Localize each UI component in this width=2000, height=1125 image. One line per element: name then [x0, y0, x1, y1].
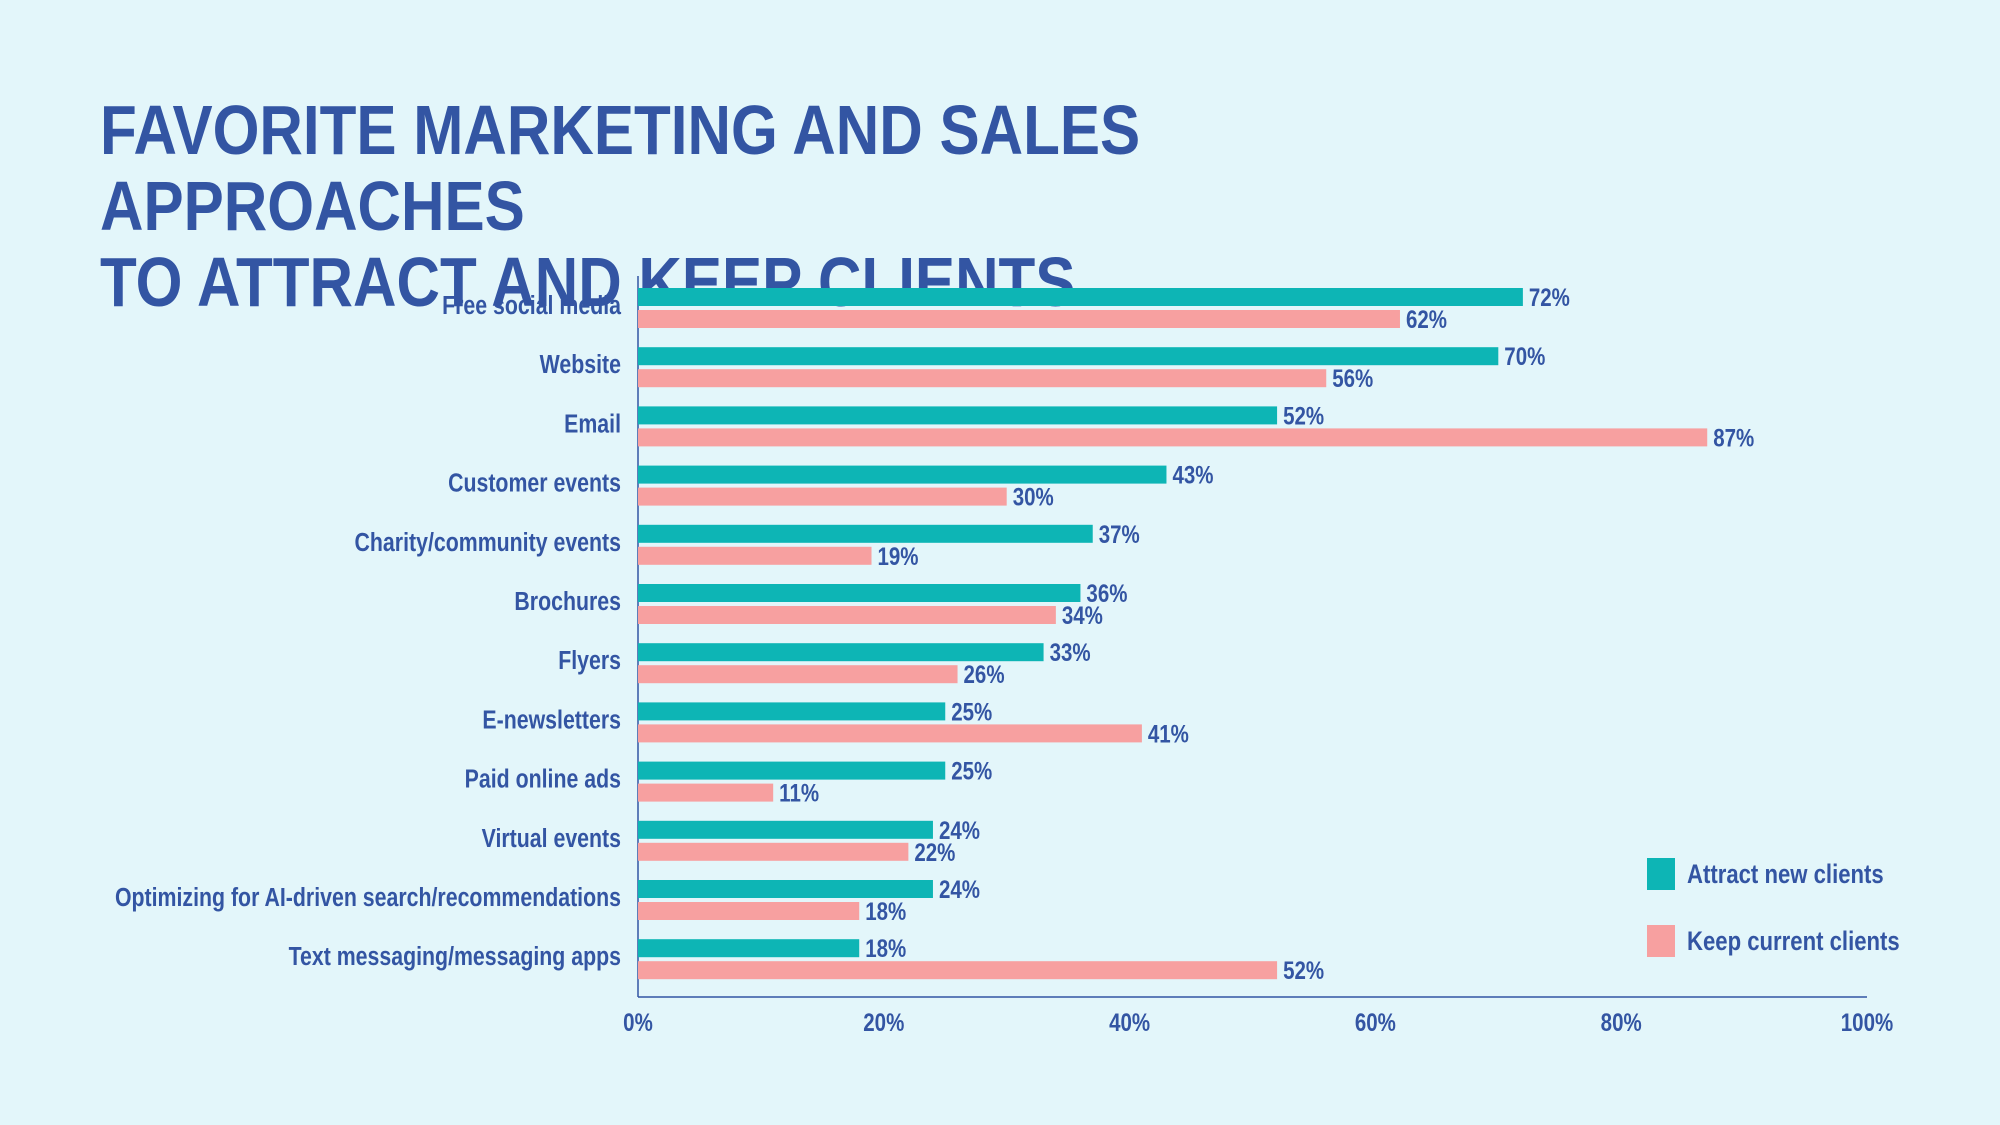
value-label: 25%: [951, 697, 992, 725]
x-tick-label: 80%: [1601, 1008, 1642, 1036]
bar-attract-new-clients: [638, 465, 1167, 484]
x-tick-label: 20%: [863, 1008, 904, 1036]
value-label: 43%: [1172, 461, 1213, 489]
bar-keep-current-clients: [638, 724, 1142, 743]
bar-attract-new-clients: [638, 820, 933, 839]
value-label: 87%: [1713, 423, 1754, 451]
value-label: 24%: [939, 875, 980, 903]
legend-label: Attract new clients: [1687, 860, 1884, 890]
bar-attract-new-clients: [638, 761, 946, 780]
bar-attract-new-clients: [638, 524, 1093, 543]
bar-attract-new-clients: [638, 643, 1044, 662]
category-label: Free social media: [442, 291, 622, 321]
bar-attract-new-clients: [638, 288, 1523, 306]
category-label: E-newsletters: [482, 705, 621, 735]
value-label: 56%: [1332, 364, 1373, 392]
bar-keep-current-clients: [638, 546, 872, 565]
category-label: Customer events: [448, 469, 621, 499]
x-tick-label: 0%: [623, 1008, 653, 1036]
x-tick-label: 100%: [1841, 1008, 1893, 1036]
bar-attract-new-clients: [638, 347, 1499, 366]
category-label: Virtual events: [482, 824, 621, 854]
bar-attract-new-clients: [638, 584, 1081, 602]
bar-attract-new-clients: [638, 880, 933, 898]
bar-keep-current-clients: [638, 487, 1007, 506]
value-label: 70%: [1504, 342, 1545, 370]
value-label: 34%: [1062, 601, 1103, 629]
value-label: 25%: [951, 757, 992, 785]
value-label: 18%: [865, 897, 906, 925]
x-tick-label: 40%: [1109, 1008, 1150, 1036]
value-label: 62%: [1406, 305, 1447, 333]
category-label: Email: [564, 409, 621, 439]
legend-label: Keep current clients: [1687, 927, 1900, 957]
bar-attract-new-clients: [638, 702, 946, 721]
value-label: 37%: [1099, 520, 1140, 548]
category-label: Optimizing for AI-driven search/recommen…: [115, 883, 621, 913]
x-tick-label: 60%: [1355, 1008, 1396, 1036]
bar-keep-current-clients: [638, 606, 1056, 624]
category-label: Paid online ads: [465, 765, 621, 795]
value-label: 18%: [865, 934, 906, 962]
value-label: 52%: [1283, 401, 1324, 429]
value-label: 72%: [1529, 283, 1570, 311]
bar-keep-current-clients: [638, 665, 958, 684]
bar-keep-current-clients: [638, 902, 860, 920]
category-label: Website: [540, 350, 621, 380]
value-label: 11%: [779, 779, 819, 807]
bar-keep-current-clients: [638, 783, 774, 802]
value-label: 36%: [1086, 579, 1127, 607]
category-label: Charity/community events: [355, 528, 621, 558]
bar-keep-current-clients: [638, 428, 1708, 447]
value-label: 41%: [1148, 719, 1189, 747]
bar-keep-current-clients: [638, 842, 909, 861]
category-label: Text messaging/messaging apps: [289, 942, 621, 972]
value-label: 30%: [1013, 483, 1054, 511]
value-label: 26%: [964, 660, 1005, 688]
value-label: 24%: [939, 816, 980, 844]
bar-keep-current-clients: [638, 961, 1278, 980]
chart-title-line-1: FAVORITE MARKETING AND SALES APPROACHES: [100, 91, 1141, 245]
category-label: Brochures: [514, 587, 621, 617]
chart-title-line-2: TO ATTRACT AND KEEP CLIENTS: [100, 243, 1076, 321]
legend-swatch-keep: [1647, 925, 1675, 957]
legend-swatch-attract: [1647, 858, 1675, 890]
category-label: Flyers: [558, 646, 621, 676]
value-label: 19%: [878, 542, 919, 570]
value-label: 22%: [914, 838, 955, 866]
bar-keep-current-clients: [638, 369, 1327, 388]
bar-keep-current-clients: [638, 310, 1400, 328]
value-label: 52%: [1283, 956, 1324, 984]
value-label: 33%: [1050, 638, 1091, 666]
bar-attract-new-clients: [638, 406, 1278, 425]
chart-title: FAVORITE MARKETING AND SALES APPROACHES …: [100, 92, 1562, 320]
bar-attract-new-clients: [638, 939, 860, 958]
